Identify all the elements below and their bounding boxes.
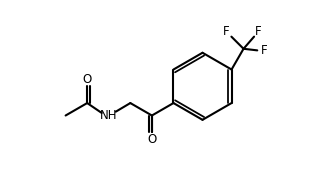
Text: O: O [82, 73, 92, 86]
Text: O: O [147, 133, 156, 146]
Text: NH: NH [100, 109, 118, 122]
Text: F: F [223, 25, 229, 38]
Text: F: F [255, 25, 261, 38]
Text: F: F [261, 44, 268, 57]
